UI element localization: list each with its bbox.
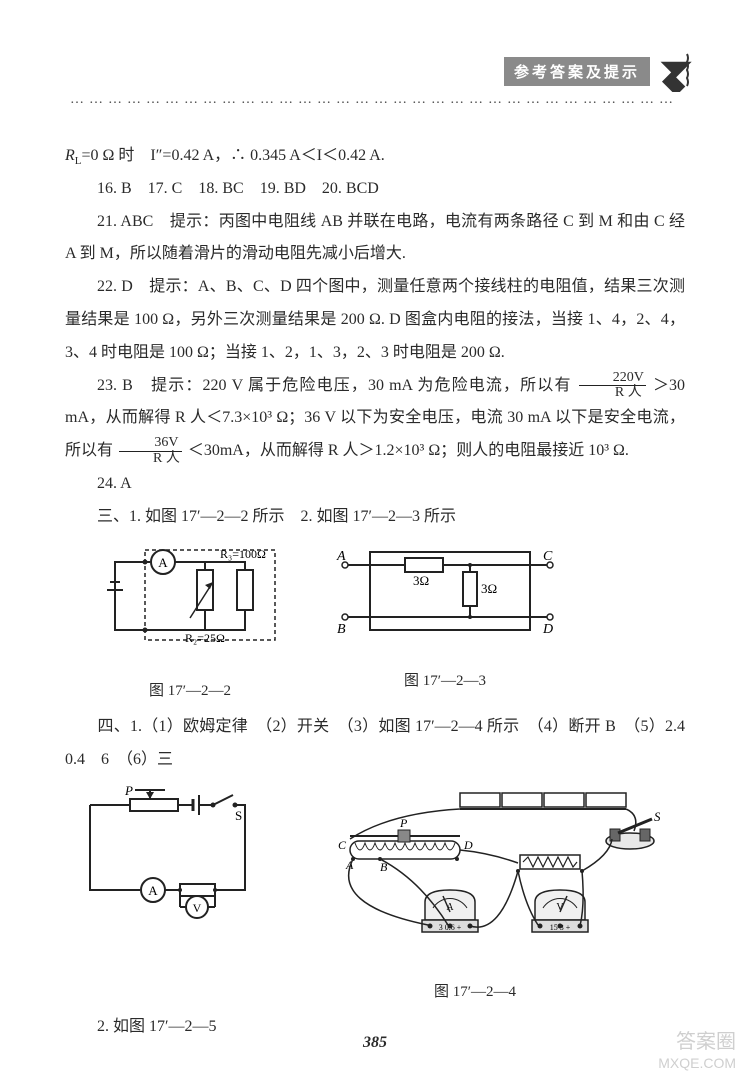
fraction-2: 36VR 人 (119, 436, 182, 466)
line-23a: 23. B 提示：220 V 属于危险电压，30 mA 为危险电流，所以有 (97, 377, 577, 394)
page-number: 385 (0, 1034, 750, 1052)
svg-text:V: V (556, 902, 564, 913)
fig2-caption: 图 17′—2—3 (335, 666, 555, 697)
section-3-heading: 三、1. 如图 17′—2—2 所示 2. 如图 17′—2—3 所示 (65, 501, 685, 534)
fig4-caption: 图 17′—2—4 (290, 977, 660, 1008)
svg-text:A: A (446, 902, 454, 913)
figure-17-2-3: A B C D 3Ω 3Ω (335, 540, 555, 698)
watermark-en: MXQE.COM (658, 1055, 736, 1073)
frac2-bot: R 人 (119, 452, 182, 467)
frac1-bot: R 人 (579, 386, 646, 401)
line-16-20: 16. B 17. C 18. BC 19. BD 20. BCD (65, 173, 685, 206)
figure-17-2-4: S P C D A B (290, 785, 660, 1008)
line-21: 21. ABC 提示：丙图中电阻线 AB 并联在电路，电流有两条路径 C 到 M… (65, 206, 685, 272)
section-4-text: 四、1.（1）欧姆定律 （2）开关 （3）如图 17′—2—4 所示 （4）断开… (65, 718, 701, 768)
svg-text:B: B (337, 622, 346, 637)
figure-17-2-2: A R₃=100Ω R₂=25Ω 图 17′—2—2 (95, 540, 285, 708)
r2-label: R₂=25Ω (185, 631, 225, 645)
var-R: R (65, 147, 75, 164)
r3-label: R₃=100Ω (220, 547, 266, 561)
fig1-caption: 图 17′—2—2 (95, 676, 285, 707)
svg-text:C: C (338, 838, 347, 852)
svg-text:V: V (193, 901, 202, 915)
dotted-separator: …………………………………………………………………………………… (70, 92, 680, 108)
svg-text:C: C (543, 549, 553, 564)
line-22: 22. D 提示：A、B、C、D 四个图中，测量任意两个接线柱的电阻值，结果三次… (65, 271, 685, 369)
svg-text:S: S (654, 809, 660, 824)
svg-text:D: D (542, 622, 553, 637)
line-15-text: =0 Ω 时 I″=0.42 A，∴ 0.345 A＜I＜0.42 A. (82, 147, 385, 164)
section-4-line: 四、1.（1）欧姆定律 （2）开关 （3）如图 17′—2—4 所示 （4）断开… (65, 711, 685, 777)
line-15end: RL=0 Ω 时 I″=0.42 A，∴ 0.345 A＜I＜0.42 A. (65, 140, 685, 173)
fraction-1: 220VR 人 (579, 371, 646, 401)
watermark-cn: 答案圈 (658, 1030, 736, 1055)
line-24: 24. A (65, 468, 685, 501)
svg-text:A: A (148, 883, 158, 898)
ammeter-label: A (158, 555, 168, 570)
frac2-top: 36V (119, 436, 182, 452)
svg-text:P: P (124, 785, 133, 798)
svg-text:3Ω: 3Ω (481, 581, 497, 596)
svg-text:A: A (336, 549, 346, 564)
figure-schematic-left: P S A (75, 785, 260, 938)
arrow-icon (653, 50, 695, 92)
watermark: 答案圈 MXQE.COM (658, 1030, 736, 1073)
svg-text:S: S (235, 808, 242, 823)
page-header: 参考答案及提示 (504, 50, 695, 92)
svg-text:3Ω: 3Ω (413, 573, 429, 588)
header-title: 参考答案及提示 (504, 57, 650, 86)
line-23: 23. B 提示：220 V 属于危险电压，30 mA 为危险电流，所以有 22… (65, 370, 685, 468)
answer-content: RL=0 Ω 时 I″=0.42 A，∴ 0.345 A＜I＜0.42 A. 1… (65, 140, 685, 1044)
figure-row-1: A R₃=100Ω R₂=25Ω 图 17′—2—2 (95, 540, 685, 708)
figure-row-2: P S A (75, 785, 685, 1008)
line-23c: ＜30mA，从而解得 R 人＞1.2×10³ Ω；则人的电阻最接近 10³ Ω. (188, 442, 629, 459)
